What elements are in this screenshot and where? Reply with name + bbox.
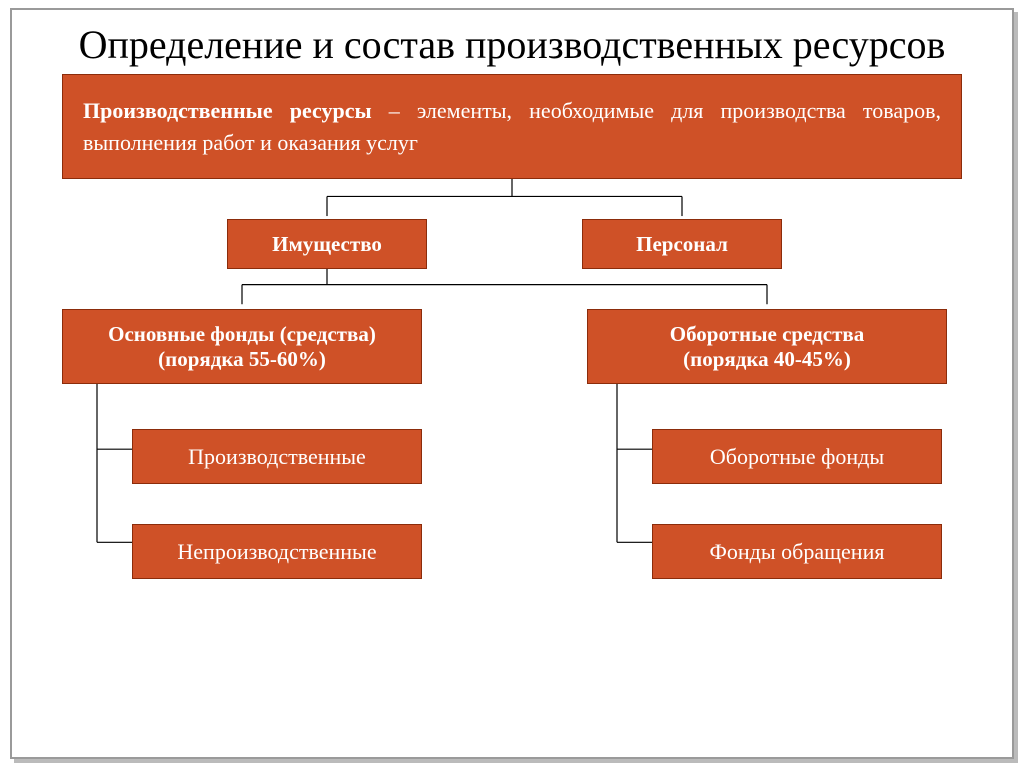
working-capital-node: Оборотные средства (порядка 40-45%) <box>587 309 947 384</box>
working-capital-label-2: (порядка 40-45%) <box>683 347 851 372</box>
fixed-assets-label-1: Основные фонды (средства) <box>108 322 376 347</box>
nonproduction-node: Непроизводственные <box>132 524 422 579</box>
fixed-assets-label-2: (порядка 55-60%) <box>158 347 326 372</box>
circulation-funds-label: Фонды обращения <box>710 539 885 565</box>
production-label: Производственные <box>188 444 366 470</box>
fixed-assets-node: Основные фонды (средства) (порядка 55-60… <box>62 309 422 384</box>
working-funds-label: Оборотные фонды <box>710 444 884 470</box>
definition-box: Производственные ресурсы – элементы, нео… <box>62 74 962 179</box>
working-capital-label-1: Оборотные средства <box>670 322 865 347</box>
diagram-canvas: Производственные ресурсы – элементы, нео… <box>12 74 1012 701</box>
working-funds-node: Оборотные фонды <box>652 429 942 484</box>
nonproduction-label: Непроизводственные <box>177 539 376 565</box>
definition-dash: – <box>372 98 417 123</box>
slide-title: Определение и состав производственных ре… <box>12 10 1012 74</box>
production-node: Производственные <box>132 429 422 484</box>
property-label: Имущество <box>272 232 382 257</box>
slide-frame: Определение и состав производственных ре… <box>10 8 1014 759</box>
personnel-label: Персонал <box>636 232 728 257</box>
personnel-node: Персонал <box>582 219 782 269</box>
property-node: Имущество <box>227 219 427 269</box>
definition-term: Производственные ресурсы <box>83 98 372 123</box>
circulation-funds-node: Фонды обращения <box>652 524 942 579</box>
